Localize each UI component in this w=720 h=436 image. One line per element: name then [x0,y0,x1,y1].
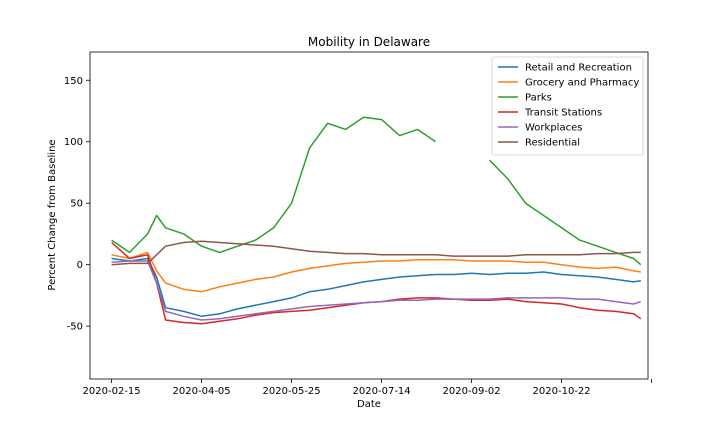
chart-title: Mobility in Delaware [308,35,430,49]
series-line-0 [111,257,641,318]
series-line-5 [111,240,641,266]
x-tick-label: 2020-02-15 [83,386,141,397]
legend: Retail and Recreation Grocery and Pharmac… [491,56,644,156]
y-axis-label: Percent Change from Baseline [47,139,58,290]
legend-box [491,56,644,156]
x-tick-label: 2020-10-22 [533,386,591,397]
x-tick-label: 2020-05-25 [263,386,321,397]
y-tick-label: 0 [77,260,83,271]
series-line-1 [111,251,641,293]
legend-label-0: Retail and Recreation [525,63,632,74]
x-tick-label: 2020-04-05 [173,386,231,397]
legend-label-2: Parks [525,93,552,104]
y-tick-label: 50 [70,199,83,210]
legend-label-1: Grocery and Pharmacy [525,78,639,89]
plot-frame [89,51,649,380]
legend-label-4: Workplaces [525,123,582,134]
series-line-2-part-1 [489,159,642,266]
legend-label-3: Transit Stations [524,108,602,119]
x-tick-label: 2020-09-02 [443,386,501,397]
series-line-2-part-0 [111,116,437,254]
series-line-4 [111,260,642,321]
x-tick-label: 2020-07-14 [353,386,411,397]
x-axis: 2020-02-15 2020-04-05 2020-05-25 2020-07-14… [83,379,652,397]
y-tick-label: 150 [64,76,83,87]
y-tick-label: 100 [64,137,83,148]
x-axis-label: Date [357,399,381,410]
y-axis: -50 0 50 100 150 [64,76,90,333]
y-tick-label: -50 [67,322,83,333]
plot-area [111,116,642,325]
legend-label-5: Residential [525,138,580,149]
